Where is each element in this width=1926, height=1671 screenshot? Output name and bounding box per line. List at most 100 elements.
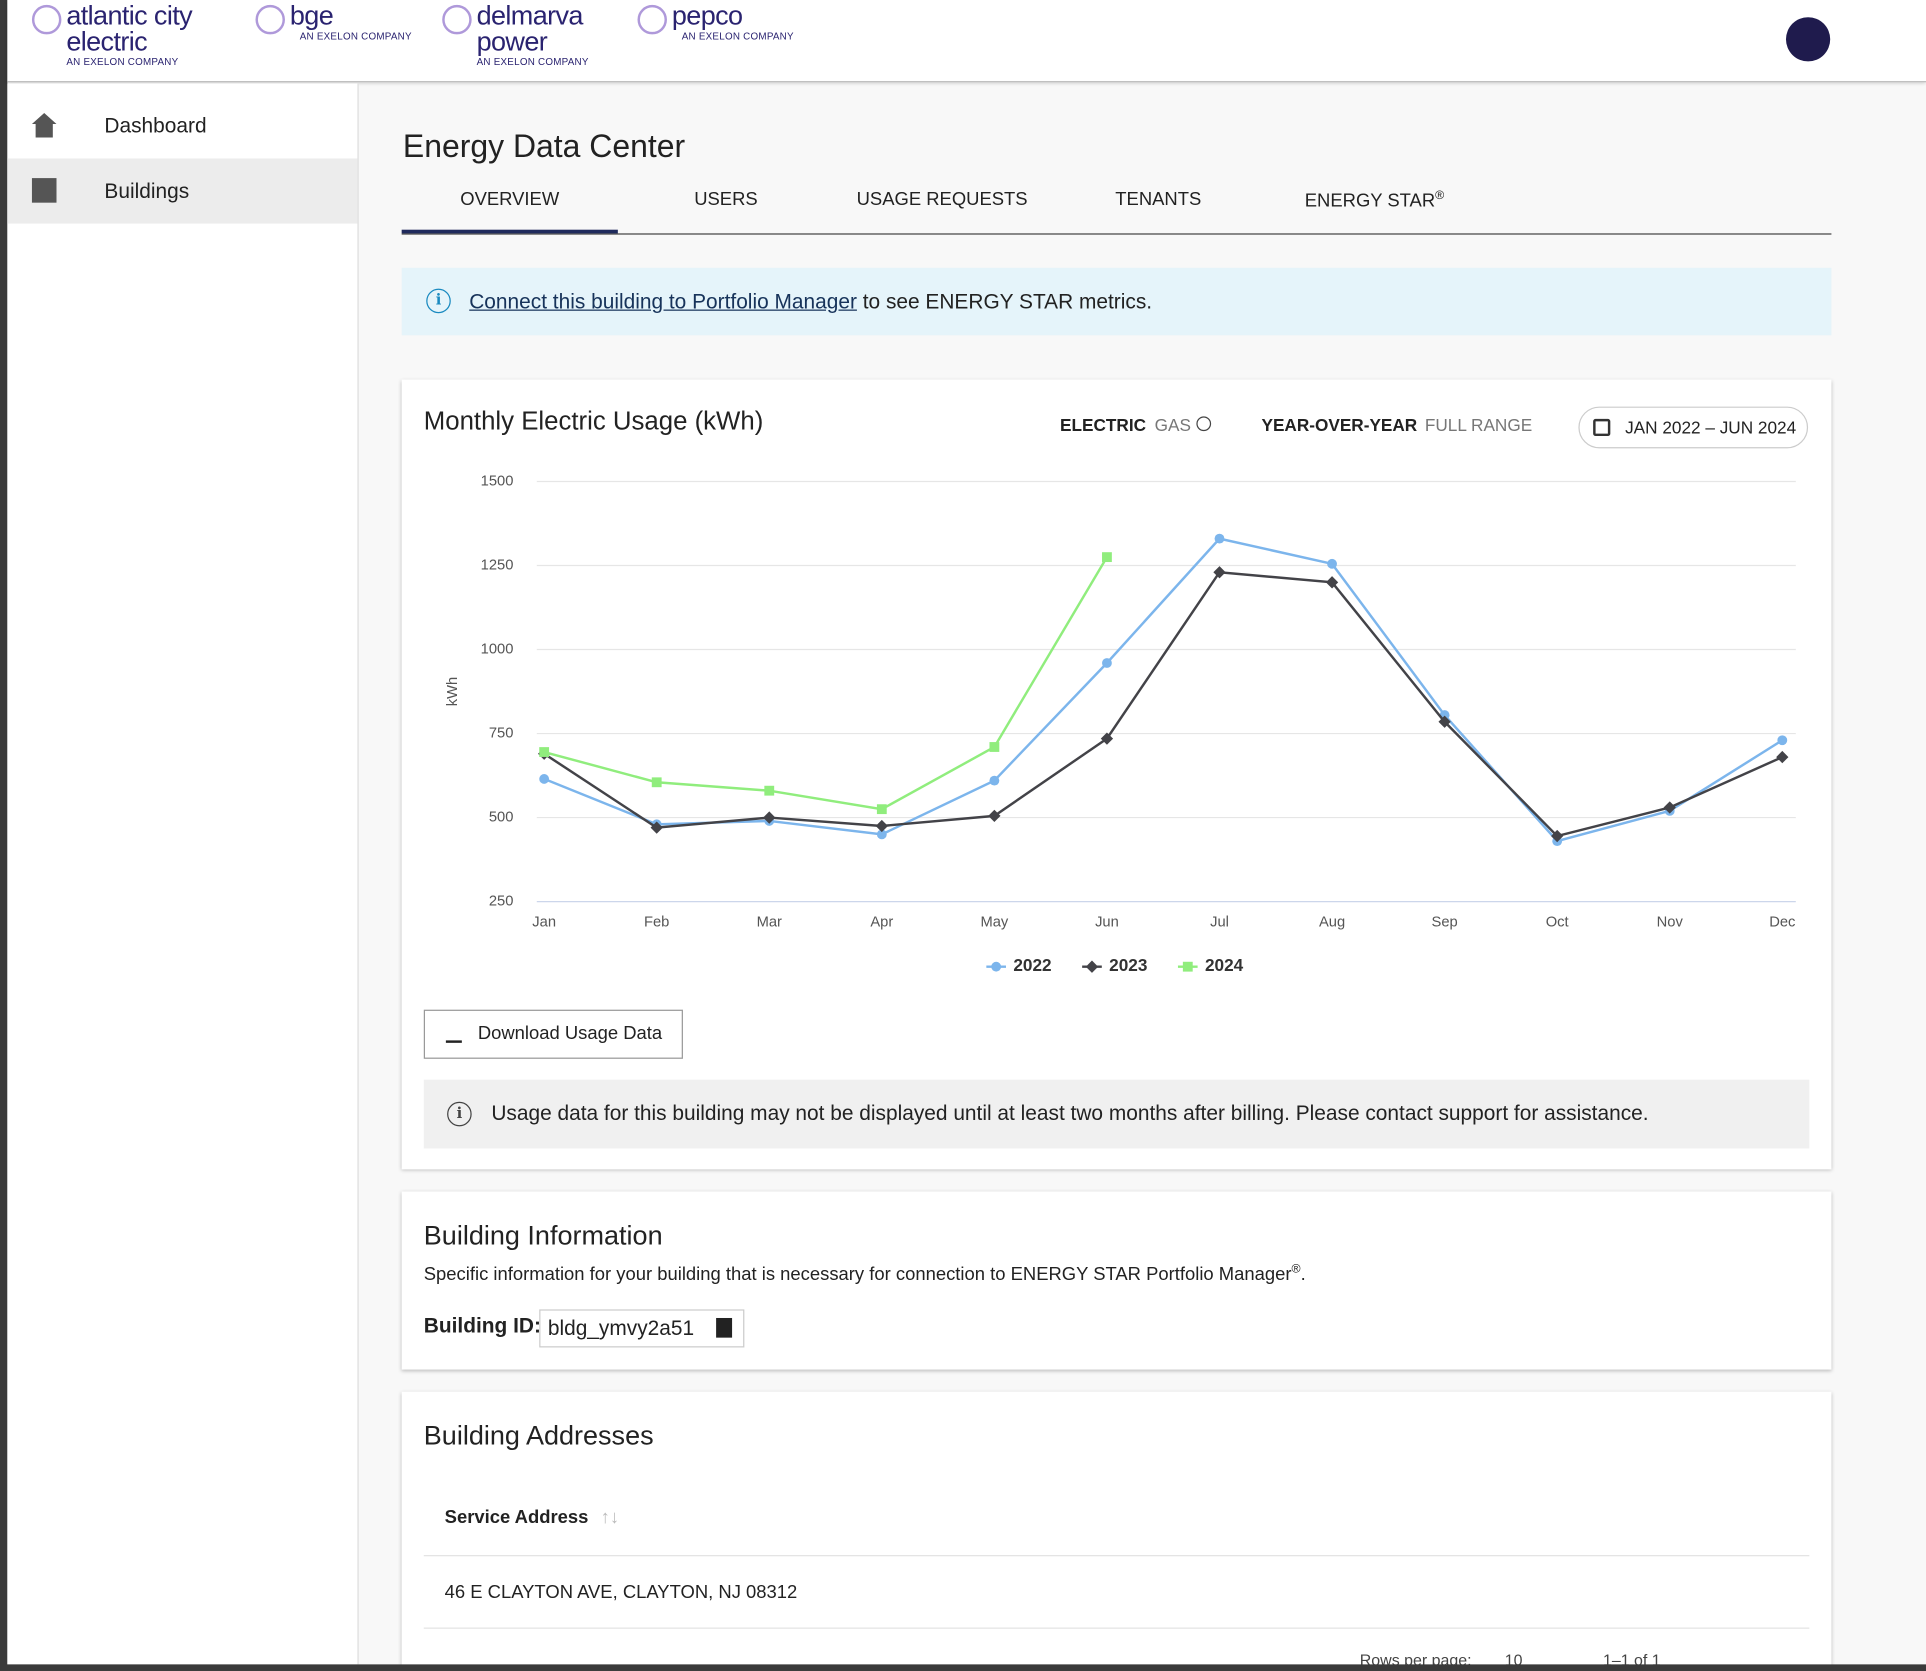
tab-label: ENERGY STAR — [1304, 190, 1436, 212]
x-tick-label: Sep — [1432, 914, 1458, 930]
x-tick-label: Jun — [1095, 914, 1119, 930]
toggle-option[interactable]: YEAR-OVER-YEAR — [1261, 415, 1418, 435]
button-label: Download Usage Data — [477, 1023, 663, 1045]
legend-label: 2022 — [1013, 955, 1051, 975]
download-button[interactable]: Download Usage Data — [423, 1009, 683, 1059]
building-info-card: Building Information Specific informatio… — [401, 1191, 1832, 1370]
window-edge — [0, 0, 8, 1671]
point — [764, 785, 775, 796]
tab-sup: ® — [1435, 189, 1445, 203]
x-tick-label: Jul — [1210, 914, 1229, 930]
tab-label: USERS — [694, 189, 758, 211]
copy-button[interactable] — [716, 1317, 733, 1338]
logo-text: electric — [66, 25, 148, 57]
point — [1214, 533, 1225, 544]
point — [1325, 576, 1339, 589]
point — [1551, 829, 1564, 843]
y-axis-label: kWh — [445, 677, 461, 706]
logo-text: atlantic city — [66, 0, 193, 31]
usage-note: i Usage data for this building may not be… — [423, 1079, 1810, 1149]
logo-tagline: AN EXELON COMPANY — [476, 56, 589, 68]
nav-label: Buildings — [104, 179, 190, 203]
usage-card: Monthly Electric Usage (kWh) 250 500 750 10… — [401, 379, 1832, 1170]
info-icon: i — [447, 1101, 472, 1127]
banner-text: to see ENERGY STAR metrics. — [862, 289, 1153, 314]
logo-text: delmarva — [476, 0, 584, 31]
legend-label: 2023 — [1109, 955, 1147, 975]
nav-item[interactable]: Dashboard — [7, 93, 357, 158]
series-line — [543, 570, 1783, 838]
tab-indicator — [401, 229, 618, 234]
x-tick-label: Dec — [1769, 914, 1795, 930]
point — [989, 775, 1000, 786]
point — [651, 777, 662, 788]
point — [1102, 552, 1112, 563]
toggle-option[interactable]: GAS — [1154, 415, 1191, 435]
description: Specific information for your building t… — [424, 1263, 1306, 1285]
point — [539, 774, 550, 784]
x-tick-label: Nov — [1657, 914, 1684, 930]
y-tick-label: 1250 — [481, 557, 514, 573]
point — [1085, 960, 1099, 973]
y-tick-label: 1000 — [481, 641, 514, 657]
point — [875, 819, 888, 833]
tabs: OVERVIEW USERS USAGE REQUESTS TENANTS EN… — [401, 178, 1832, 235]
description-text: Specific information for your building t… — [423, 1263, 1292, 1285]
logo[interactable]: delmarva power AN EXELON COMPANY — [442, 0, 589, 68]
series-line — [543, 537, 1783, 843]
page-title: Energy Data Center — [402, 127, 686, 165]
point — [650, 821, 663, 834]
description-sup: ® — [1291, 1262, 1301, 1277]
row-divider — [423, 1627, 1810, 1629]
nav-item[interactable]: Buildings — [7, 158, 358, 224]
info-banner: i Connect this building to Portfolio Man… — [401, 267, 1832, 336]
x-tick-label: Aug — [1319, 914, 1345, 930]
date-range-button[interactable]: JAN 2022 – JUN 2024 — [1578, 406, 1809, 449]
point — [1776, 750, 1789, 764]
y-tick-label: 750 — [489, 725, 514, 741]
point — [1327, 558, 1337, 569]
addresses-card: Building Addresses Service Address ↑↓ 46 … — [401, 1391, 1832, 1671]
point — [988, 809, 1001, 823]
legend-label: 2024 — [1205, 955, 1244, 975]
id-label: Building ID: — [423, 1314, 541, 1338]
toggle-option[interactable]: ELECTRIC — [1060, 415, 1147, 435]
chart-title: Monthly Electric Usage (kWh) — [424, 407, 764, 435]
point — [989, 742, 1000, 752]
logo-text: pepco — [671, 0, 743, 31]
x-tick-label: Oct — [1546, 914, 1569, 930]
date-range: JAN 2022 – JUN 2024 — [1625, 417, 1797, 438]
toggle-option[interactable]: FULL RANGE — [1424, 415, 1533, 435]
point — [1438, 715, 1451, 728]
point — [1182, 961, 1193, 972]
user-avatar[interactable] — [1785, 17, 1831, 62]
sidebar: Dashboard Buildings — [7, 83, 359, 1665]
tab[interactable]: ENERGY STAR® — [1266, 189, 1482, 211]
row-divider — [423, 1555, 1810, 1557]
point — [1777, 735, 1788, 746]
card-title: Building Information — [423, 1219, 663, 1251]
logo-text: power — [476, 25, 548, 57]
tab[interactable]: OVERVIEW — [402, 189, 618, 210]
logo[interactable]: pepco AN EXELON COMPANY — [637, 0, 794, 42]
tab[interactable]: USERS — [618, 189, 834, 210]
point — [876, 829, 887, 840]
x-tick-label: Feb — [644, 914, 669, 930]
logo[interactable]: bge AN EXELON COMPANY — [255, 2, 412, 42]
point — [1213, 566, 1226, 579]
building-id: bldg_ymvy2a51 — [539, 1309, 745, 1348]
address-cell: 46 E CLAYTON AVE, CLAYTON, NJ 08312 — [444, 1582, 798, 1603]
help-icon[interactable] — [1196, 416, 1212, 432]
series-line — [543, 556, 1108, 811]
point — [1102, 658, 1112, 668]
column-header[interactable]: Service Address ↑↓ — [444, 1507, 620, 1529]
id-value: bldg_ymvy2a51 — [547, 1316, 695, 1341]
logo[interactable]: atlantic city electric AN EXELON COMPANY — [31, 0, 193, 68]
note-text: Usage data for this building may not be … — [491, 1101, 1649, 1126]
tab[interactable]: USAGE REQUESTS — [834, 189, 1050, 210]
tab-label: OVERVIEW — [460, 189, 560, 211]
tab[interactable]: TENANTS — [1050, 189, 1266, 210]
info-icon: i — [426, 288, 451, 314]
banner-link[interactable]: Connect this building to Portfolio Manag… — [469, 289, 857, 314]
